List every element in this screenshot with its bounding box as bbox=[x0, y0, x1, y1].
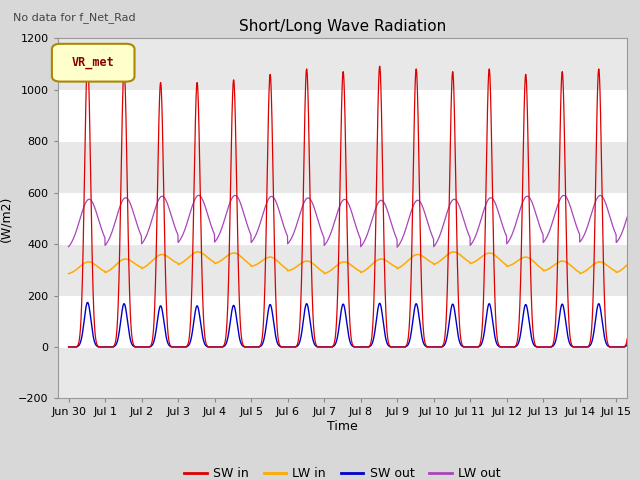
Line: LW in: LW in bbox=[68, 252, 640, 274]
SW in bbox=[513, 338, 521, 344]
Line: SW out: SW out bbox=[68, 302, 640, 347]
Line: SW in: SW in bbox=[68, 61, 640, 347]
LW out bbox=[195, 192, 202, 198]
LW in bbox=[165, 255, 173, 261]
SW in bbox=[84, 58, 92, 64]
LW out bbox=[514, 215, 522, 221]
SW in bbox=[65, 344, 72, 350]
X-axis label: Time: Time bbox=[327, 420, 358, 433]
SW out bbox=[522, 302, 530, 308]
LW out bbox=[165, 205, 173, 211]
LW out bbox=[497, 216, 504, 222]
SW out bbox=[65, 344, 72, 350]
SW in bbox=[522, 73, 530, 79]
SW in bbox=[454, 289, 462, 295]
SW out bbox=[443, 336, 451, 342]
LW in bbox=[454, 251, 462, 256]
LW in bbox=[443, 252, 451, 258]
Bar bbox=[58, 347, 627, 398]
LW out bbox=[65, 244, 72, 250]
SW out bbox=[84, 300, 92, 305]
Bar bbox=[58, 244, 627, 296]
Text: VR_met: VR_met bbox=[72, 56, 115, 70]
SW in bbox=[443, 311, 451, 316]
Bar bbox=[58, 38, 627, 90]
LW in bbox=[497, 257, 504, 263]
LW out bbox=[394, 244, 401, 250]
SW out bbox=[513, 342, 521, 348]
Line: LW out: LW out bbox=[68, 195, 640, 247]
Text: No data for f_Net_Rad: No data for f_Net_Rad bbox=[13, 12, 136, 23]
LW in bbox=[522, 254, 530, 260]
LW in bbox=[194, 249, 202, 255]
SW out bbox=[454, 333, 462, 338]
LW out bbox=[443, 211, 451, 217]
SW in bbox=[497, 344, 504, 350]
Y-axis label: (W/m2): (W/m2) bbox=[0, 195, 13, 241]
LW out bbox=[522, 194, 530, 200]
LW out bbox=[454, 201, 462, 207]
Title: Short/Long Wave Radiation: Short/Long Wave Radiation bbox=[239, 20, 446, 35]
LW in bbox=[65, 271, 72, 276]
FancyBboxPatch shape bbox=[52, 44, 134, 82]
Bar bbox=[58, 141, 627, 192]
SW in bbox=[165, 339, 173, 345]
SW out bbox=[497, 344, 504, 350]
SW out bbox=[165, 343, 173, 348]
LW in bbox=[513, 258, 521, 264]
Legend: SW in, LW in, SW out, LW out: SW in, LW in, SW out, LW out bbox=[179, 462, 506, 480]
